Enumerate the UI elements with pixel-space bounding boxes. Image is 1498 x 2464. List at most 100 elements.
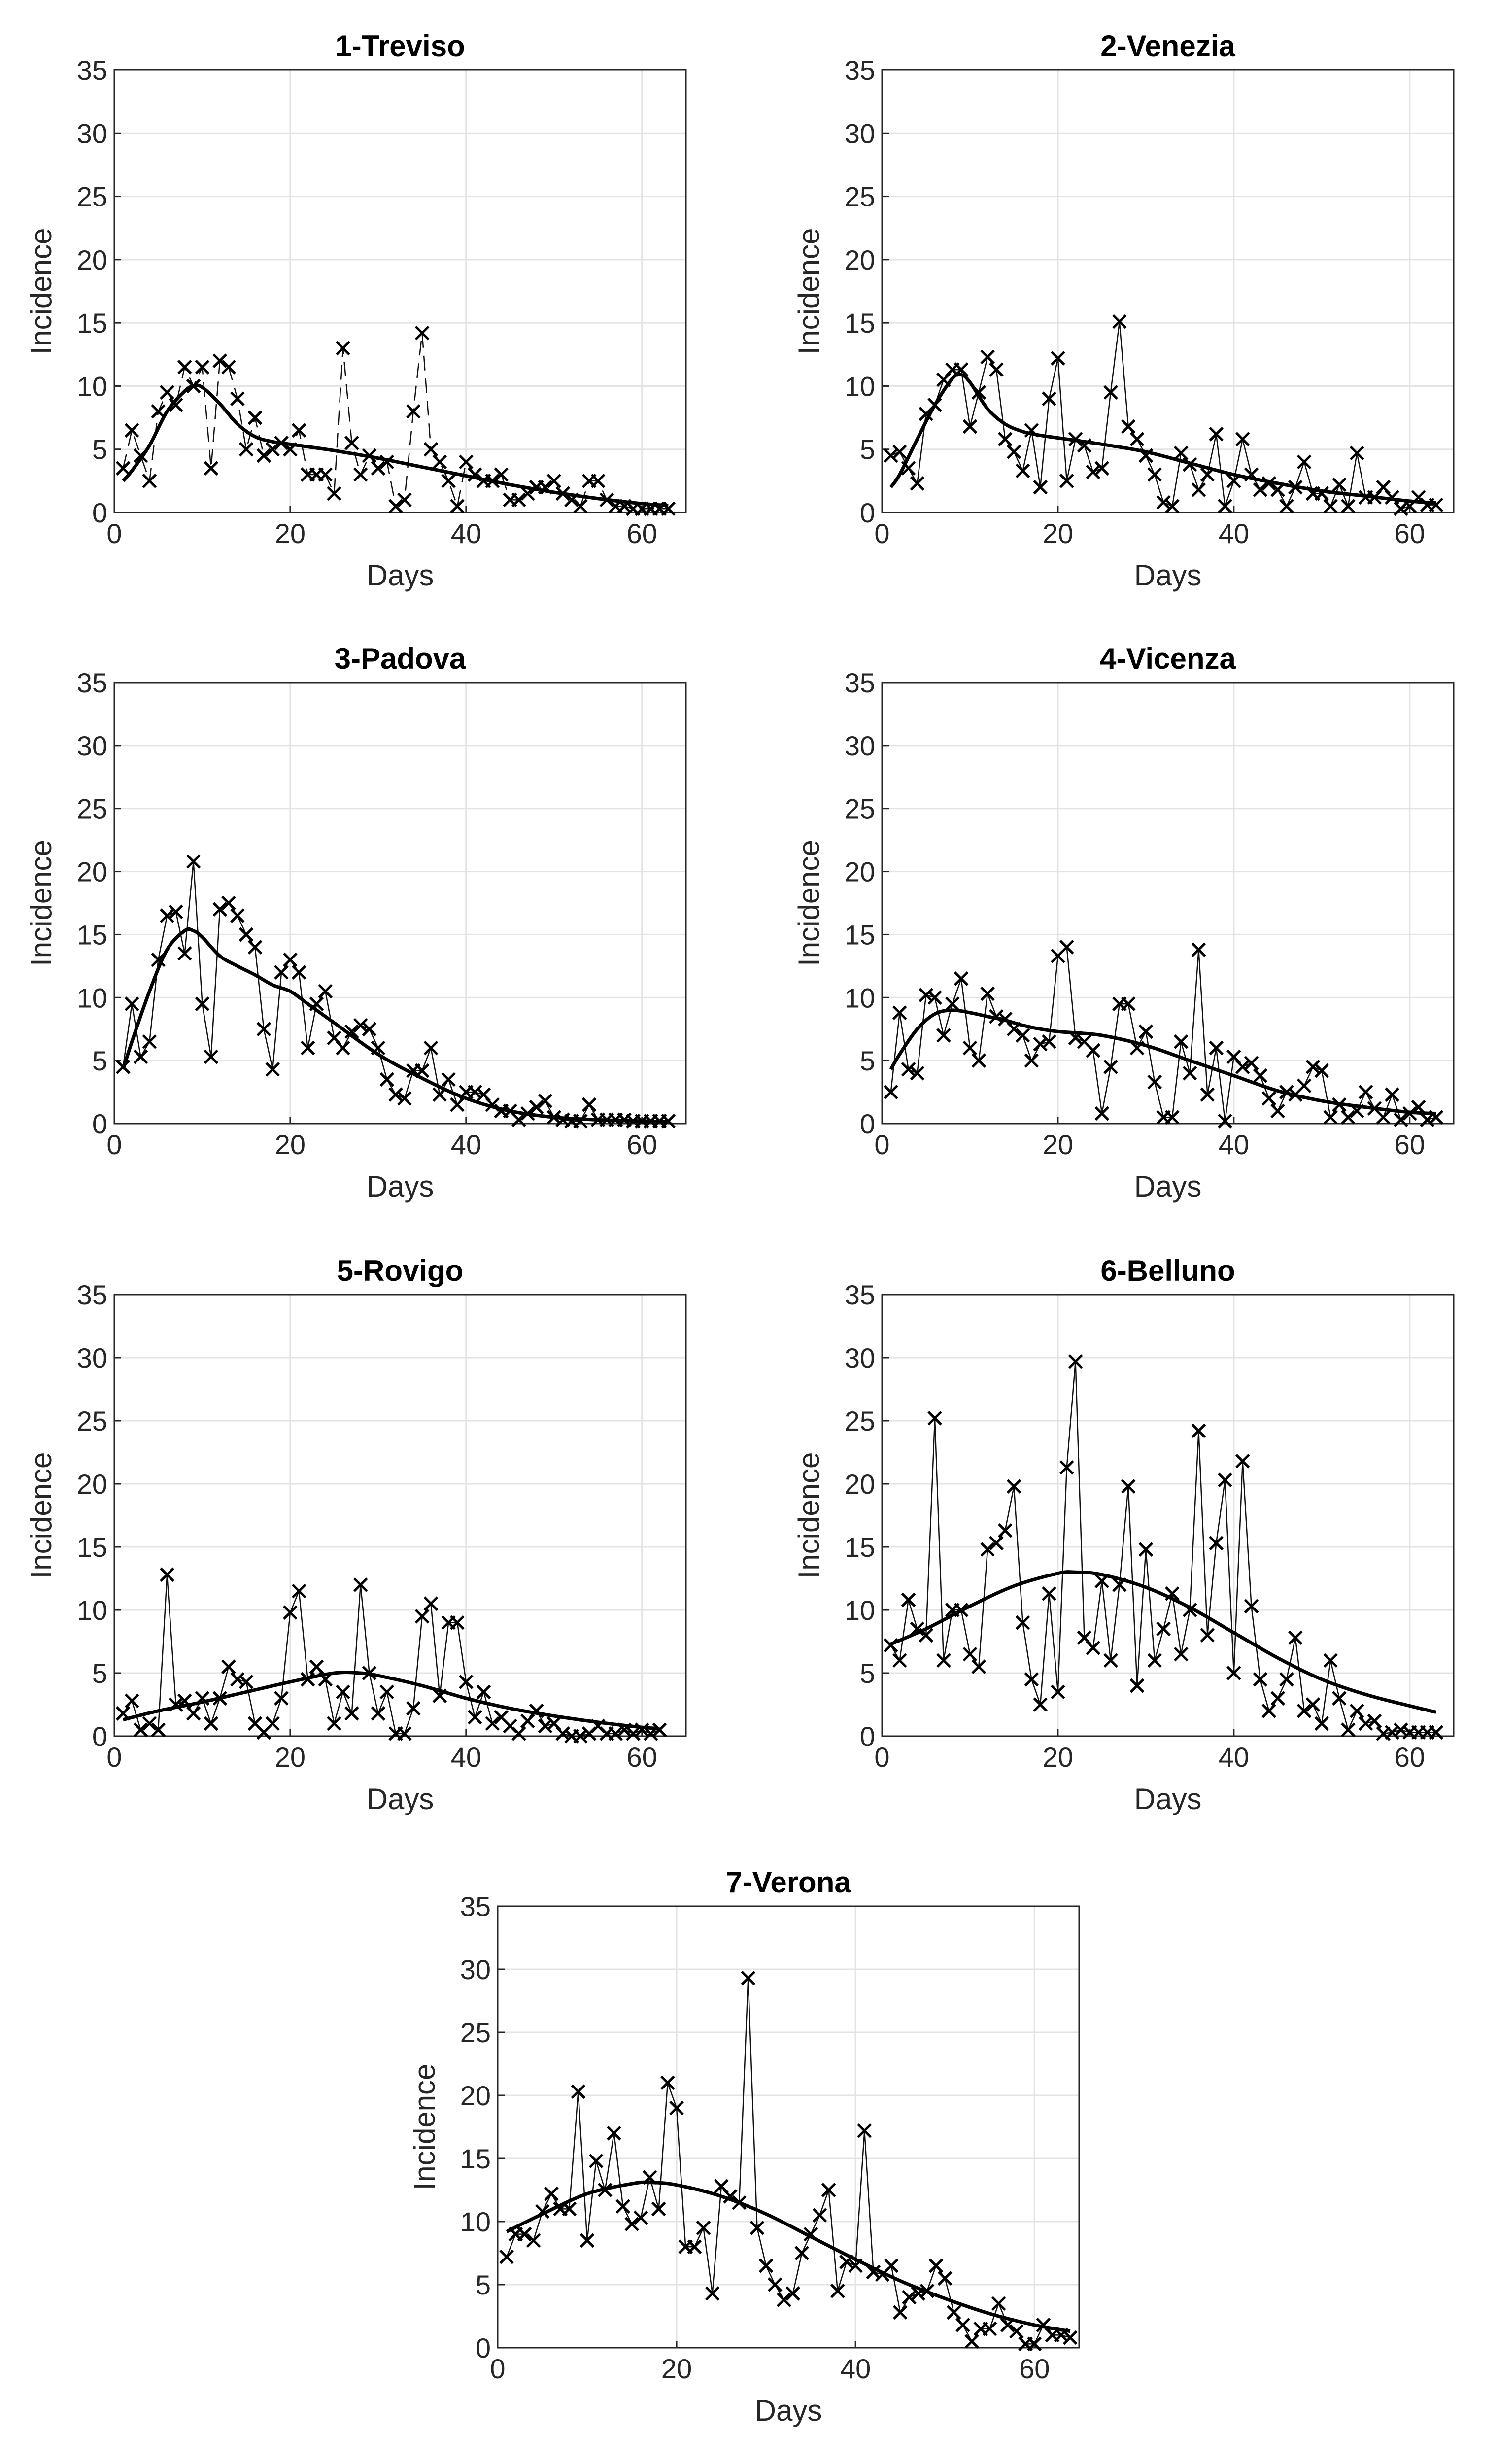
y-tick-label: 30 xyxy=(77,118,107,149)
y-tick-label: 25 xyxy=(845,793,875,824)
x-tick-label: 60 xyxy=(627,1129,657,1160)
data-point-marker xyxy=(517,2226,532,2242)
y-tick-label: 0 xyxy=(92,497,107,528)
y-tick-label: 5 xyxy=(92,1658,107,1689)
x-tick-label: 20 xyxy=(1043,1742,1073,1773)
fitted-curve xyxy=(889,373,1436,505)
data-point-marker xyxy=(749,2221,765,2235)
data-point-marker xyxy=(1253,482,1268,497)
data-point-marker xyxy=(669,2100,684,2116)
y-tick-label: 5 xyxy=(92,434,107,465)
data-point-marker xyxy=(1129,432,1145,446)
data-point-marker xyxy=(212,902,227,917)
data-point-marker xyxy=(177,946,192,961)
data-point-marker xyxy=(945,996,960,1011)
x-tick-label: 60 xyxy=(627,518,657,549)
data-point-marker xyxy=(1244,1599,1259,1614)
data-point-marker xyxy=(397,1091,412,1106)
y-tick-label: 10 xyxy=(77,1595,107,1626)
data-point-marker xyxy=(476,1684,491,1700)
chart-title: 1-Treviso xyxy=(335,30,465,63)
data-point-marker xyxy=(989,1536,1004,1551)
data-point-marker xyxy=(1349,445,1364,461)
data-point-marker xyxy=(1253,1672,1268,1687)
data-point-marker xyxy=(450,1615,465,1630)
data-point-marker xyxy=(590,474,606,488)
data-point-marker xyxy=(1147,1074,1162,1090)
y-tick-label: 35 xyxy=(77,1279,107,1310)
x-axis-label: Days xyxy=(367,559,434,592)
data-point-marker xyxy=(274,1691,289,1706)
data-point-marker xyxy=(1033,479,1048,495)
x-tick-label: 60 xyxy=(1019,2353,1050,2384)
data-point-marker xyxy=(1112,314,1127,329)
data-point-marker xyxy=(1200,1628,1215,1643)
y-tick-label: 20 xyxy=(845,244,875,275)
y-tick-label: 35 xyxy=(845,55,875,86)
data-point-marker xyxy=(902,2290,917,2305)
y-axis-label: Incidence xyxy=(25,228,58,355)
data-point-marker xyxy=(1121,419,1136,434)
data-point-marker xyxy=(1068,1354,1083,1369)
data-point-marker xyxy=(1235,1454,1250,1469)
data-point-marker xyxy=(1182,1065,1197,1081)
data-point-marker xyxy=(133,1722,148,1737)
y-axis-label: Incidence xyxy=(408,2064,441,2190)
observed-markers xyxy=(499,1971,1078,2352)
data-point-marker xyxy=(1103,1653,1118,1668)
y-tick-label: 10 xyxy=(460,2206,491,2237)
data-point-marker xyxy=(1165,1110,1180,1125)
data-point-marker xyxy=(1358,1716,1373,1731)
data-point-marker xyxy=(238,1675,254,1689)
data-point-marker xyxy=(450,499,465,513)
panel-1-treviso: 0 20 40 60 0 5 10 15 20 25 30 35 1-Treviso Days Incide… xyxy=(25,30,687,592)
data-point-marker xyxy=(1147,467,1162,482)
data-point-marker xyxy=(362,1022,377,1036)
panel-5-rovigo: 0 20 40 60 0 5 10 15 20 25 30 35 5-Rovigo Days Inciden… xyxy=(25,1254,687,1815)
x-tick-label: 0 xyxy=(874,1129,889,1160)
data-point-marker xyxy=(151,404,166,419)
data-point-marker xyxy=(857,2123,872,2138)
observed-markers xyxy=(116,1567,667,1744)
y-tick-label: 30 xyxy=(845,730,875,761)
data-point-marker xyxy=(955,2318,970,2332)
data-point-marker xyxy=(265,442,280,457)
data-point-marker xyxy=(221,360,236,375)
data-point-marker xyxy=(344,1706,359,1721)
data-point-marker xyxy=(1006,445,1021,459)
x-tick-label: 0 xyxy=(490,2353,505,2384)
data-point-marker xyxy=(1226,1666,1241,1680)
axes-frame xyxy=(881,1294,1455,1737)
data-point-marker xyxy=(1033,1037,1048,1052)
data-point-marker xyxy=(379,1072,394,1087)
x-tick-label: 20 xyxy=(275,1129,306,1160)
axes-frame xyxy=(113,69,687,513)
data-point-marker xyxy=(1376,1110,1391,1125)
data-point-marker xyxy=(221,895,236,911)
data-point-marker xyxy=(1270,1103,1285,1119)
data-point-marker xyxy=(160,908,174,923)
data-point-marker xyxy=(1033,1697,1048,1712)
data-point-marker xyxy=(626,1726,641,1741)
data-point-marker xyxy=(388,1087,403,1102)
data-point-marker xyxy=(608,1726,623,1741)
axes-frame xyxy=(497,1905,1080,2349)
data-point-marker xyxy=(1024,1053,1039,1068)
data-point-marker xyxy=(1244,1056,1259,1071)
x-tick-label: 40 xyxy=(840,2353,871,2384)
data-point-marker xyxy=(344,1024,359,1039)
data-point-marker xyxy=(124,1693,139,1709)
data-point-marker xyxy=(169,904,183,920)
x-tick-label: 20 xyxy=(275,518,306,549)
data-point-marker xyxy=(989,362,1004,377)
data-point-marker xyxy=(467,1085,482,1099)
y-tick-label: 0 xyxy=(860,497,875,528)
y-tick-label: 0 xyxy=(860,1108,875,1139)
data-point-marker xyxy=(1323,499,1338,513)
x-tick-label: 40 xyxy=(1219,1742,1249,1773)
y-tick-label: 30 xyxy=(845,118,875,149)
data-point-marker xyxy=(962,1646,978,1662)
data-point-marker xyxy=(1015,1028,1030,1043)
y-tick-label: 20 xyxy=(845,856,875,888)
